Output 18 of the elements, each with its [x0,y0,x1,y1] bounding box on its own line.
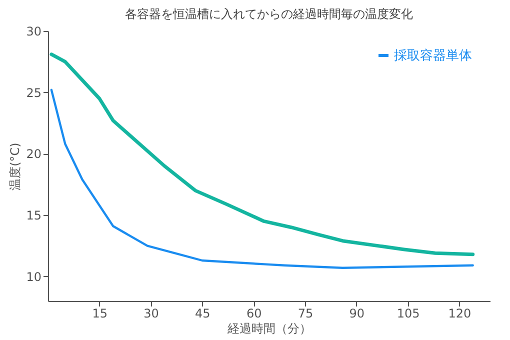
y-tick-label: 10 [26,270,42,284]
x-tick-label: 105 [396,306,420,320]
x-tick-label: 120 [448,306,472,320]
legend-label: 採取容器単体 [394,48,472,64]
x-tick-label: 15 [92,306,108,320]
y-tick-label: 15 [26,208,42,223]
x-tick-label: 75 [298,306,314,320]
y-tick-label: 25 [26,86,42,100]
x-tick-label: 30 [144,306,159,320]
x-axis-title: 経過時間（分） [226,322,312,336]
line-series [50,88,474,269]
y-tick-label: 20 [26,147,42,162]
y-tick-label: 30 [26,24,42,38]
x-tick-label: 45 [195,306,210,320]
x-tick-label: 60 [246,306,262,320]
x-tick-label: 90 [349,306,365,320]
y-axis-title: 温度(°C) [8,142,22,190]
chart-title: 各容器を恒温槽に入れてからの経過時間毎の温度変化 [125,7,413,21]
